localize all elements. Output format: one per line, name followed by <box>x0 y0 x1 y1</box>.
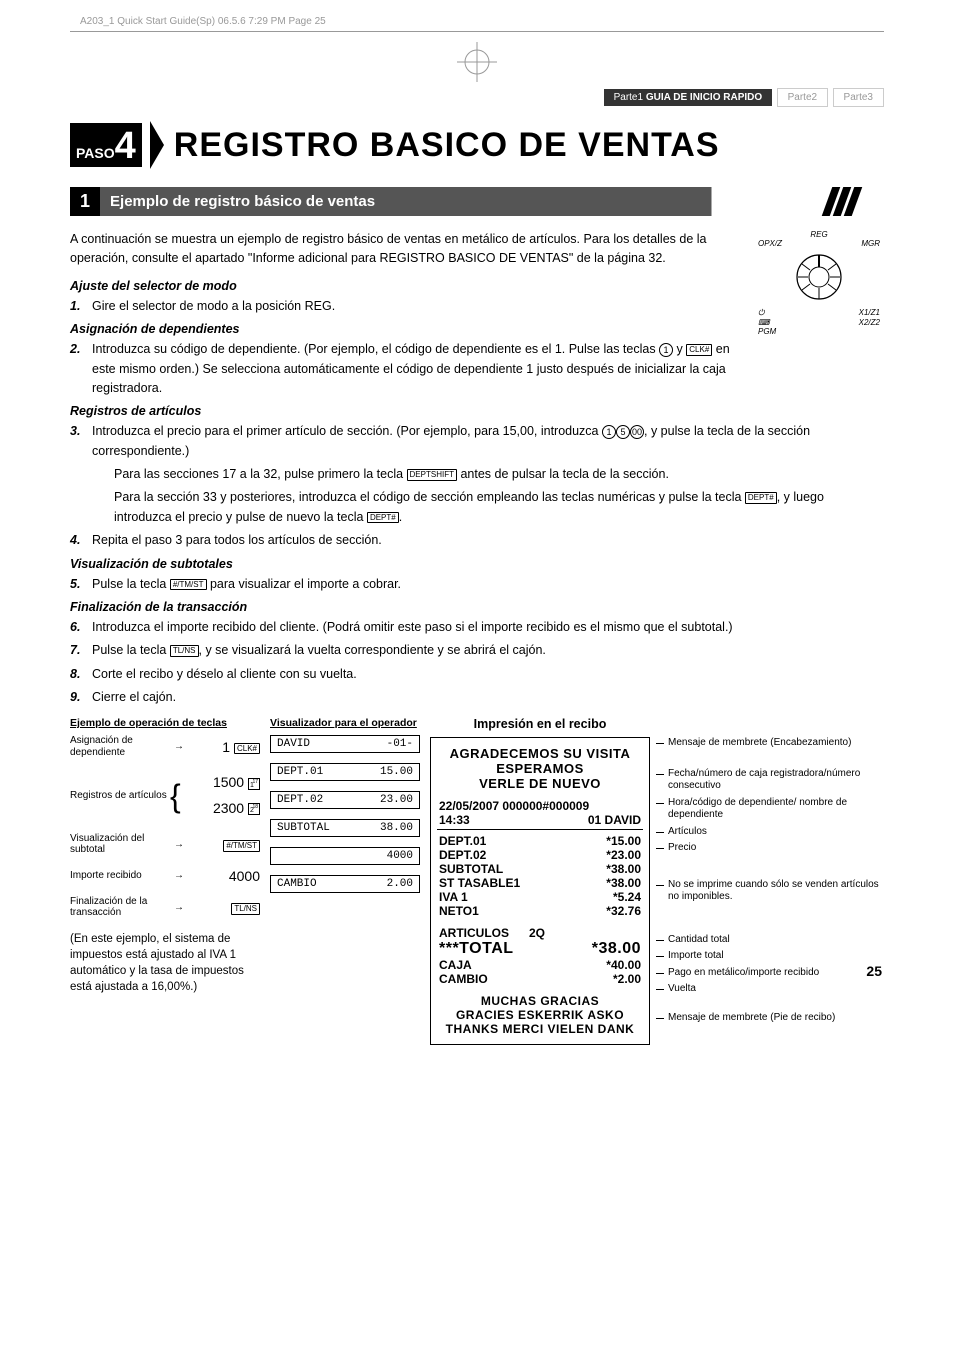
key-clk: CLK# <box>686 344 712 356</box>
operator-display: CAMBIO2.00 <box>270 875 420 893</box>
step-3-note2: Para la sección 33 y posteriores, introd… <box>114 488 884 527</box>
keyop-row: Registros de artículos{ 1500 117 2300 21… <box>70 770 260 820</box>
tab-part2: Parte2 <box>777 88 828 107</box>
print-job-header: A203_1 Quick Start Guide(Sp) 06.5.6 7:29… <box>70 0 884 32</box>
subhead-items: Registros de artículos <box>70 404 884 418</box>
key-deptnum: DEPT# <box>745 492 777 504</box>
page-title: REGISTRO BASICO DE VENTAS <box>174 126 720 165</box>
operator-display: DEPT.0115.00 <box>270 763 420 781</box>
step-3-note1: Para las secciones 17 a la 32, pulse pri… <box>114 465 884 484</box>
keyop-row: Importe recibido→ 4000 <box>70 868 260 884</box>
subhead-subtotal: Visualización de subtotales <box>70 557 884 571</box>
step-8: Corte el recibo y déselo al cliente con … <box>92 665 884 684</box>
section-header: 1 Ejemplo de registro básico de ventas <box>70 187 884 216</box>
keyop-row: Asignación de dependiente→ 1 CLK# <box>70 735 260 758</box>
step-1: Gire el selector de modo a la posición R… <box>92 297 738 316</box>
display-header: Visualizador para el operador <box>270 717 420 729</box>
tax-note: (En este ejemplo, el sistema de impuesto… <box>70 931 260 995</box>
step-9: Cierre el cajón. <box>92 688 884 707</box>
page-number: 25 <box>866 963 882 979</box>
key-tlns: TL/NS <box>170 645 199 657</box>
key-deptshift: DEPTSHIFT <box>407 469 457 481</box>
receipt-sample: AGRADECEMOS SU VISITA ESPERAMOS VERLE DE… <box>430 737 650 1045</box>
receipt-annotations: Mensaje de membrete (Encabezamiento) Fec… <box>650 717 884 1045</box>
mode-dial-diagram: REG OPX/ZMGR ⏻X1/Z1 ⌨X2/Z2 PGM <box>754 230 884 336</box>
key-1: 1 <box>659 343 673 357</box>
step-7: Pulse la tecla TL/NS, y se visualizará l… <box>92 641 884 660</box>
tab-part3: Parte3 <box>833 88 884 107</box>
keyop-row: Finalización de la transacción→ TL/NS <box>70 896 260 919</box>
step-5: Pulse la tecla #/TM/ST para visualizar e… <box>92 575 884 594</box>
part-tabs: Parte1 GUIA DE INICIO RAPIDO Parte2 Part… <box>70 87 884 107</box>
step-3: Introduzca el precio para el primer artí… <box>92 422 884 461</box>
operator-display: SUBTOTAL38.00 <box>270 819 420 837</box>
step-2: Introduzca su código de dependiente. (Po… <box>92 340 738 398</box>
subhead-final: Finalización de la transacción <box>70 600 884 614</box>
receipt-header: Impresión en el recibo <box>430 717 650 731</box>
step-6: Introduzca el importe recibido del clien… <box>92 618 884 637</box>
keyop-row: Visualización del subtotal→ #/TM/ST <box>70 833 260 856</box>
operator-display: DEPT.0223.00 <box>270 791 420 809</box>
step-badge: PASO4 <box>70 123 142 167</box>
operator-display: 4000 <box>270 847 420 865</box>
crop-mark-icon <box>70 42 884 87</box>
arrow-icon <box>150 121 164 169</box>
key-tmst: #/TM/ST <box>170 579 207 591</box>
tab-part1: Parte1 GUIA DE INICIO RAPIDO <box>604 89 773 106</box>
step-4: Repita el paso 3 para todos los artículo… <box>92 531 884 550</box>
operator-display: DAVID-01- <box>270 735 420 753</box>
keyop-header: Ejemplo de operación de teclas <box>70 717 260 729</box>
